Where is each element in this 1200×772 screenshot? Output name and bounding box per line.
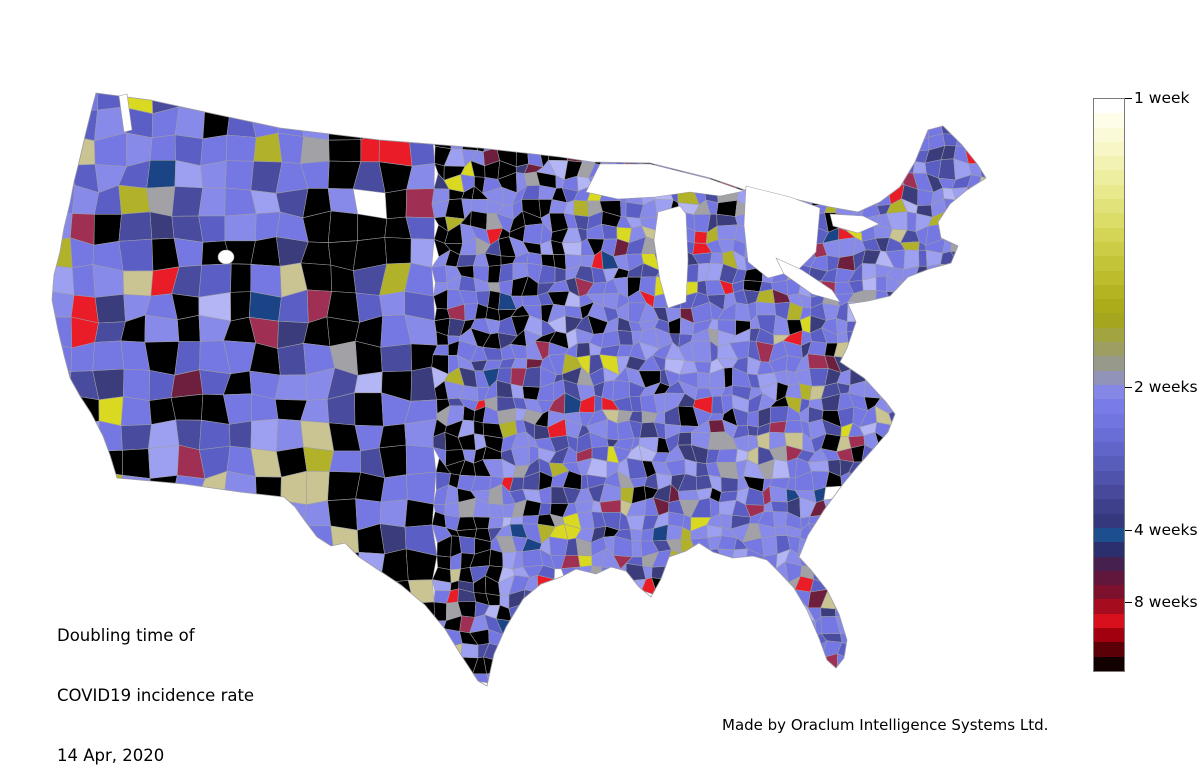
colorbar-step [1094,213,1124,228]
colorbar-step [1094,127,1124,142]
colorbar-tick-mark [1125,98,1132,99]
lake-superior [585,163,746,200]
colorbar-step [1094,427,1124,443]
colorbar-step [1094,613,1124,628]
colorbar-step [1094,570,1124,586]
colorbar-step [1094,542,1124,557]
colorbar-step [1094,656,1124,671]
colorbar-step [1094,527,1124,543]
county-mosaic [52,93,986,684]
colorbar-step [1094,485,1124,500]
colorbar-step [1094,256,1124,271]
colorbar-step [1094,585,1124,600]
colorbar [1093,98,1125,672]
colorbar-tick-mark [1125,601,1132,603]
colorbar-step [1094,356,1124,371]
lake-ontario [829,213,880,234]
us-coastline [51,92,987,687]
colorbar-step [1094,227,1124,242]
colorbar-step [1094,599,1124,614]
colorbar-step [1094,470,1124,486]
colorbar-step [1094,241,1124,257]
great-lakes [118,93,880,309]
colorbar-step [1094,184,1124,200]
colorbar-tick-mark [1125,386,1132,388]
attribution-maker: Made by Oraclum Intelligence Systems Ltd… [722,716,1049,734]
colorbar-step [1094,342,1124,357]
colorbar-step [1094,327,1124,343]
colorbar-tick-mark [1125,530,1132,532]
colorbar-step [1094,270,1124,285]
colorbar-tick-label-8weeks: 8 weeks [1134,592,1198,611]
colorbar-step [1094,313,1124,328]
colorbar-step [1094,413,1124,428]
colorbar-tick-label-4weeks: 4 weeks [1134,521,1198,540]
colorbar-step [1094,299,1124,314]
colorbar-step [1094,284,1124,300]
colorbar-step [1094,113,1124,128]
colorbar-step [1094,499,1124,514]
map-title-line-2: COVID19 incidence rate [57,686,255,705]
colorbar-step [1094,627,1124,643]
attribution: Made by Oraclum Intelligence Systems Ltd… [722,679,1048,772]
map-title-line-3: 14 Apr, 2020 [57,746,165,765]
lake-michigan [653,205,689,309]
colorbar-step [1094,156,1124,171]
colorbar-step [1094,99,1124,114]
colorbar-step [1094,442,1124,457]
colorbar-tick-label-2weeks: 2 weeks [1134,377,1198,396]
map-title-line-1: Doubling time of [57,626,195,645]
map-title: Doubling time of COVID19 incidence rate … [57,586,254,772]
colorbar-step [1094,642,1124,657]
lake-erie [775,257,841,303]
colorbar-step [1094,399,1124,414]
lake-puget-sound [118,93,133,133]
colorbar-step [1094,513,1124,528]
colorbar-step [1094,370,1124,385]
great-salt-lake [217,249,235,265]
colorbar-step [1094,170,1124,185]
colorbar-tick-label-1week: 1 week [1134,89,1190,107]
colorbar-step [1094,141,1124,157]
colorbar-step [1094,199,1124,214]
colorbar-step [1094,384,1124,400]
colorbar-step [1094,456,1124,471]
colorbar-step [1094,556,1124,571]
